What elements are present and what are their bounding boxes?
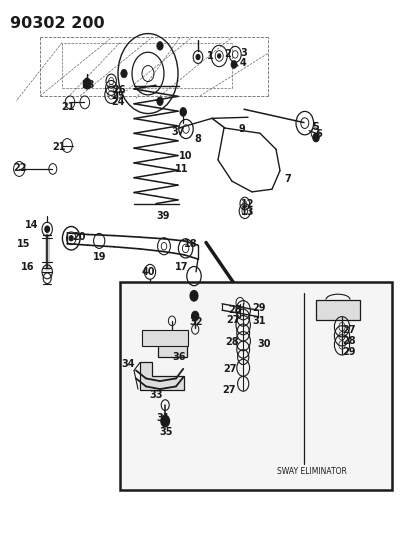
Text: 40: 40 xyxy=(141,267,155,277)
Text: 23: 23 xyxy=(81,80,95,90)
Text: 18: 18 xyxy=(184,239,198,248)
Circle shape xyxy=(157,42,163,50)
Text: 32: 32 xyxy=(189,318,203,327)
Text: 29: 29 xyxy=(342,347,356,357)
Text: 5: 5 xyxy=(313,122,319,132)
Text: 28: 28 xyxy=(225,337,239,347)
Text: 34: 34 xyxy=(121,359,135,368)
Text: 30: 30 xyxy=(257,339,271,349)
Text: 27: 27 xyxy=(224,364,237,374)
Text: 15: 15 xyxy=(17,239,31,248)
Text: 27: 27 xyxy=(226,315,240,325)
Circle shape xyxy=(45,226,50,232)
Circle shape xyxy=(83,78,91,89)
Circle shape xyxy=(69,236,73,241)
Circle shape xyxy=(161,415,170,427)
Text: 1: 1 xyxy=(207,51,213,61)
Text: 2: 2 xyxy=(225,50,231,59)
Circle shape xyxy=(192,311,199,321)
Text: 39: 39 xyxy=(156,211,170,221)
Text: 25: 25 xyxy=(111,91,125,101)
Text: 31: 31 xyxy=(156,414,170,423)
Text: 31: 31 xyxy=(252,316,266,326)
Text: 26: 26 xyxy=(112,85,126,94)
Text: 13: 13 xyxy=(241,207,255,217)
Text: 27: 27 xyxy=(222,385,236,395)
Text: SWAY ELIMINATOR: SWAY ELIMINATOR xyxy=(277,467,347,476)
Text: 28: 28 xyxy=(342,336,356,346)
Circle shape xyxy=(218,54,221,58)
Text: 20: 20 xyxy=(72,232,86,242)
Polygon shape xyxy=(140,362,184,390)
Text: 36: 36 xyxy=(172,352,186,362)
Text: 8: 8 xyxy=(194,134,202,143)
Text: 7: 7 xyxy=(285,174,291,183)
Bar xyxy=(120,282,392,490)
Text: 14: 14 xyxy=(25,220,39,230)
Text: 17: 17 xyxy=(175,262,189,271)
Circle shape xyxy=(180,108,186,116)
Text: 4: 4 xyxy=(240,58,246,68)
Text: 19: 19 xyxy=(92,252,106,262)
Text: 37: 37 xyxy=(171,127,185,136)
Circle shape xyxy=(121,69,127,78)
Text: 10: 10 xyxy=(179,151,193,161)
Circle shape xyxy=(231,61,237,68)
Bar xyxy=(142,330,188,346)
Text: 22: 22 xyxy=(13,163,27,173)
Text: 35: 35 xyxy=(159,427,173,437)
Text: 28: 28 xyxy=(228,305,242,315)
Bar xyxy=(158,332,187,357)
Text: 3: 3 xyxy=(241,49,247,58)
Circle shape xyxy=(313,133,319,142)
Text: 33: 33 xyxy=(149,391,163,400)
Circle shape xyxy=(157,97,163,106)
Text: 29: 29 xyxy=(252,303,266,313)
Circle shape xyxy=(190,290,198,301)
Text: 21: 21 xyxy=(61,102,75,111)
Bar xyxy=(316,300,360,320)
Text: 21: 21 xyxy=(52,142,66,151)
Text: 24: 24 xyxy=(111,98,125,107)
Text: 11: 11 xyxy=(175,165,189,174)
Text: 90302 200: 90302 200 xyxy=(10,16,105,31)
Text: 16: 16 xyxy=(20,262,34,271)
Text: 27: 27 xyxy=(342,326,356,335)
Text: 12: 12 xyxy=(241,199,255,209)
Circle shape xyxy=(196,54,200,60)
Text: 6: 6 xyxy=(316,130,322,139)
Text: 9: 9 xyxy=(239,124,245,134)
